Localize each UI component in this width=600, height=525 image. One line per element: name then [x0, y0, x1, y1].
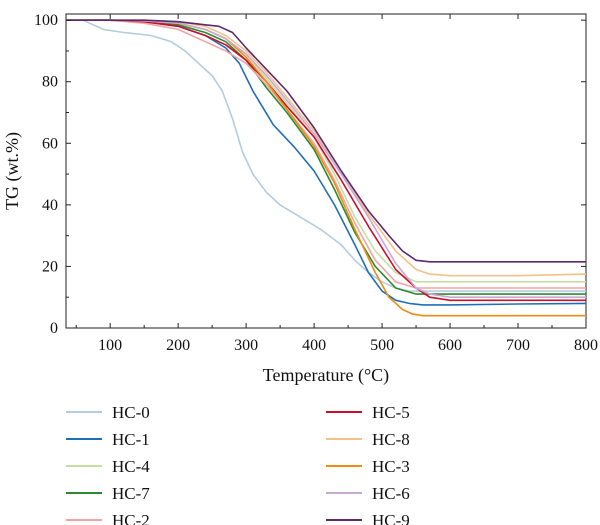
x-tick-label: 400: [302, 337, 326, 354]
series-line-hc-3: [66, 19, 586, 317]
legend-label: HC-3: [372, 457, 410, 476]
legend-item-hc-4: HC-4: [66, 457, 150, 476]
legend-item-hc-5: HC-5: [326, 403, 410, 422]
y-tick-label: 100: [34, 12, 58, 29]
series-line-hc-6: [66, 19, 586, 298]
legend-item-hc-3: HC-3: [326, 457, 410, 476]
legend-item-hc-9: HC-9: [326, 511, 410, 525]
y-axis-label: TG (wt.%): [2, 132, 23, 210]
legend-item-hc-8: HC-8: [326, 430, 410, 449]
x-tick-label: 700: [506, 337, 530, 354]
y-tick-label: 0: [50, 320, 58, 337]
legend-item-hc-6: HC-6: [326, 484, 410, 503]
x-tick-label: 500: [370, 337, 394, 354]
x-tick-label: 600: [438, 337, 462, 354]
series-layer: [66, 19, 587, 317]
legend-label: HC-8: [372, 430, 410, 449]
series-line-hc-5: [66, 19, 586, 302]
x-tick-label: 300: [234, 337, 258, 354]
legend: HC-0 HC-1 HC-4 HC-7 HC-2 HC-5 HC-8 HC-3 HC-6 HC-9: [66, 403, 410, 525]
series-line-hc-2: [66, 19, 586, 289]
x-tick-label: 800: [574, 337, 598, 354]
legend-label: HC-0: [112, 403, 150, 422]
legend-label: HC-2: [112, 511, 150, 525]
y-tick-label: 60: [42, 135, 58, 152]
y-tick-label: 20: [42, 258, 58, 275]
legend-label: HC-5: [372, 403, 410, 422]
legend-item-hc-0: HC-0: [66, 403, 150, 422]
legend-label: HC-4: [112, 457, 150, 476]
x-tick-label: 100: [98, 337, 122, 354]
legend-item-hc-7: HC-7: [66, 484, 150, 503]
plot-frame: [65, 13, 587, 329]
series-line-hc-7: [66, 19, 586, 295]
legend-item-hc-1: HC-1: [66, 430, 150, 449]
axes-layer: 100 200 300 400 500 600 700 800 0 20 40 60 80 100: [34, 12, 598, 354]
legend-label: HC-1: [112, 430, 150, 449]
series-line-hc-9: [66, 19, 586, 263]
y-tick-label: 40: [42, 197, 58, 214]
plot-area: [65, 13, 587, 329]
y-tick-label: 80: [42, 74, 58, 91]
x-tick-label: 200: [166, 337, 190, 354]
legend-item-hc-2: HC-2: [66, 511, 150, 525]
legend-label: HC-7: [112, 484, 150, 503]
legend-label: HC-6: [372, 484, 410, 503]
x-axis-label: Temperature (°C): [263, 365, 389, 386]
legend-label: HC-9: [372, 511, 410, 525]
